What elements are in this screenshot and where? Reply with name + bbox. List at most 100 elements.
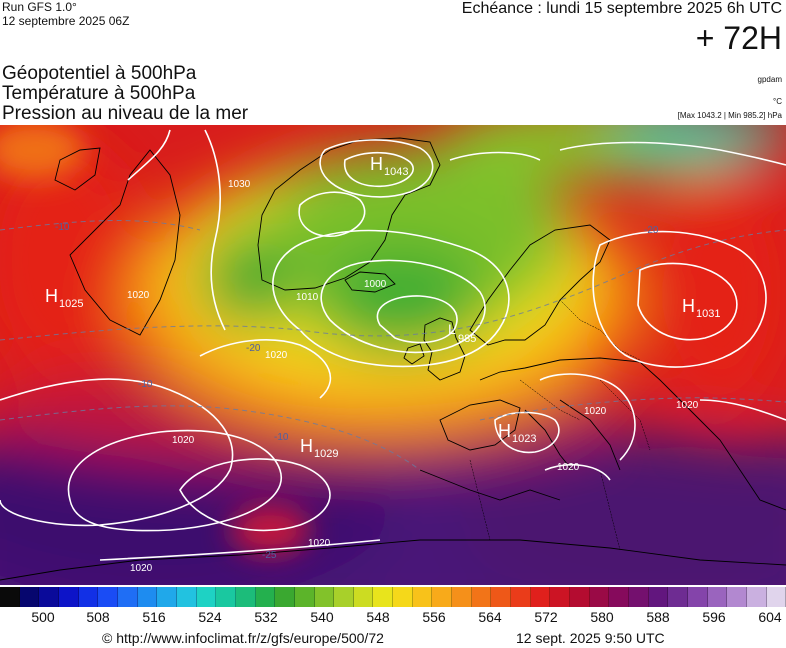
scale-swatch	[432, 587, 453, 607]
scale-swatch	[452, 587, 472, 607]
isobar-labels: 1020 1020 1020 1020 1020 1020 1020 1020 1000 1010…	[127, 179, 699, 574]
temperature-label: -25	[262, 550, 277, 561]
scale-tick-label: 556	[422, 609, 446, 625]
scale-swatch	[511, 587, 531, 607]
scale-tick-label: 540	[310, 609, 334, 625]
isobar-label: 1020	[130, 563, 153, 574]
geopotential-field	[0, 125, 786, 585]
high-pressure-value: 1031	[696, 308, 720, 320]
scale-swatch	[648, 587, 669, 607]
forecast-valid-time: Echéance : lundi 15 septembre 2025 6h UT…	[461, 0, 782, 17]
scale-swatch	[609, 587, 629, 607]
temperature-label: -20	[246, 343, 261, 354]
scale-tick-label: 500	[31, 609, 55, 625]
isobar-label: 1020	[265, 350, 288, 361]
high-pressure-value: 1043	[384, 166, 408, 178]
scale-swatch	[117, 587, 138, 607]
scale-tick-label: 524	[198, 609, 222, 625]
scale-swatch	[255, 587, 276, 607]
scale-swatch	[707, 587, 728, 607]
temperature-isotherms	[0, 220, 786, 471]
lead-time: + 72H	[695, 20, 782, 56]
scale-swatch	[176, 587, 197, 607]
scale-swatch	[157, 587, 177, 607]
scale-swatch	[746, 587, 767, 607]
scale-swatch	[19, 587, 40, 607]
scale-swatch	[687, 587, 708, 607]
isobar-label: 1020	[584, 406, 607, 417]
isobar-label: 1020	[308, 538, 331, 549]
temperature-label: -10	[55, 222, 70, 233]
temperature-label: -10	[138, 379, 153, 390]
scale-tick-label: 596	[702, 609, 726, 625]
color-scale	[0, 587, 786, 607]
isobar-label: 1020	[557, 462, 580, 473]
pressure-range: [Max 1043.2 | Min 985.2] hPa	[677, 111, 782, 120]
scale-swatch	[78, 587, 99, 607]
scale-swatch	[373, 587, 394, 607]
generation-timestamp: 12 sept. 2025 9:50 UTC	[516, 630, 665, 646]
unit-temperature: °C	[773, 97, 782, 106]
isobar-label: 1020	[676, 400, 699, 411]
temperature-label: -20	[644, 225, 659, 236]
scale-tick-label: 516	[142, 609, 166, 625]
temperature-label: -10	[274, 432, 289, 443]
legend-geopotential: Géopotentiel à 500hPa	[2, 63, 197, 84]
scale-swatch	[471, 587, 492, 607]
high-pressure-marker: H	[370, 154, 383, 174]
high-pressure-value: 1025	[59, 298, 83, 310]
scale-swatch	[216, 587, 236, 607]
run-label: Run GFS 1.0°	[2, 0, 77, 14]
scale-swatch	[196, 587, 217, 607]
high-pressure-marker: H	[45, 286, 58, 306]
scale-swatch	[550, 587, 571, 607]
scale-swatch	[235, 587, 256, 607]
coastlines	[0, 137, 786, 581]
scale-swatch	[275, 587, 295, 607]
legend-temperature: Température à 500hPa	[2, 83, 196, 104]
borders	[469, 299, 651, 551]
scale-swatch	[58, 587, 79, 607]
scale-tick-label: 604	[758, 609, 782, 625]
scale-swatch	[570, 587, 590, 607]
scale-swatch	[39, 587, 59, 607]
scale-swatch	[727, 587, 747, 607]
scale-swatch	[294, 587, 315, 607]
scale-swatch	[530, 587, 551, 607]
scale-swatch	[412, 587, 433, 607]
scale-ticks: 500 508 516 524 532 540 548 556 564 572 580 588 596 6…	[0, 609, 786, 627]
scale-swatch	[137, 587, 158, 607]
scale-swatch	[98, 587, 118, 607]
temperature-labels: -20 -20 -10 -10 -10 -25	[55, 222, 659, 561]
isobar-label: 1020	[127, 290, 150, 301]
scale-tick-label: 580	[590, 609, 614, 625]
isobar-label: 1030	[228, 179, 251, 190]
scale-tick-label: 564	[478, 609, 502, 625]
isobar-label: 1000	[364, 279, 387, 290]
scale-tick-label: 588	[646, 609, 670, 625]
low-pressure-value: 985	[458, 333, 476, 345]
forecast-map: 1020 1020 1020 1020 1020 1020 1020 1020 1000 1010…	[0, 125, 786, 585]
scale-tick-label: 548	[366, 609, 390, 625]
unit-geopotential: gpdam	[757, 75, 782, 84]
source-credit: © http://www.infoclimat.fr/z/gfs/europe/…	[102, 630, 384, 646]
scale-swatch	[353, 587, 374, 607]
isobar-label: 1010	[296, 292, 319, 303]
high-pressure-value: 1029	[314, 448, 338, 460]
scale-tick-label: 508	[86, 609, 110, 625]
high-pressure-marker: H	[498, 421, 511, 441]
high-pressure-marker: H	[682, 296, 695, 316]
scale-swatch	[393, 587, 413, 607]
scale-swatch	[589, 587, 610, 607]
high-pressure-value: 1023	[512, 433, 536, 445]
isobars	[0, 129, 786, 561]
scale-swatch	[668, 587, 688, 607]
run-date: 12 septembre 2025 06Z	[2, 14, 130, 28]
scale-swatch	[314, 587, 335, 607]
scale-tick-label: 572	[534, 609, 558, 625]
scale-swatch	[334, 587, 354, 607]
scale-swatch	[491, 587, 512, 607]
low-pressure-marker: L	[448, 321, 456, 337]
high-pressure-marker: H	[300, 436, 313, 456]
